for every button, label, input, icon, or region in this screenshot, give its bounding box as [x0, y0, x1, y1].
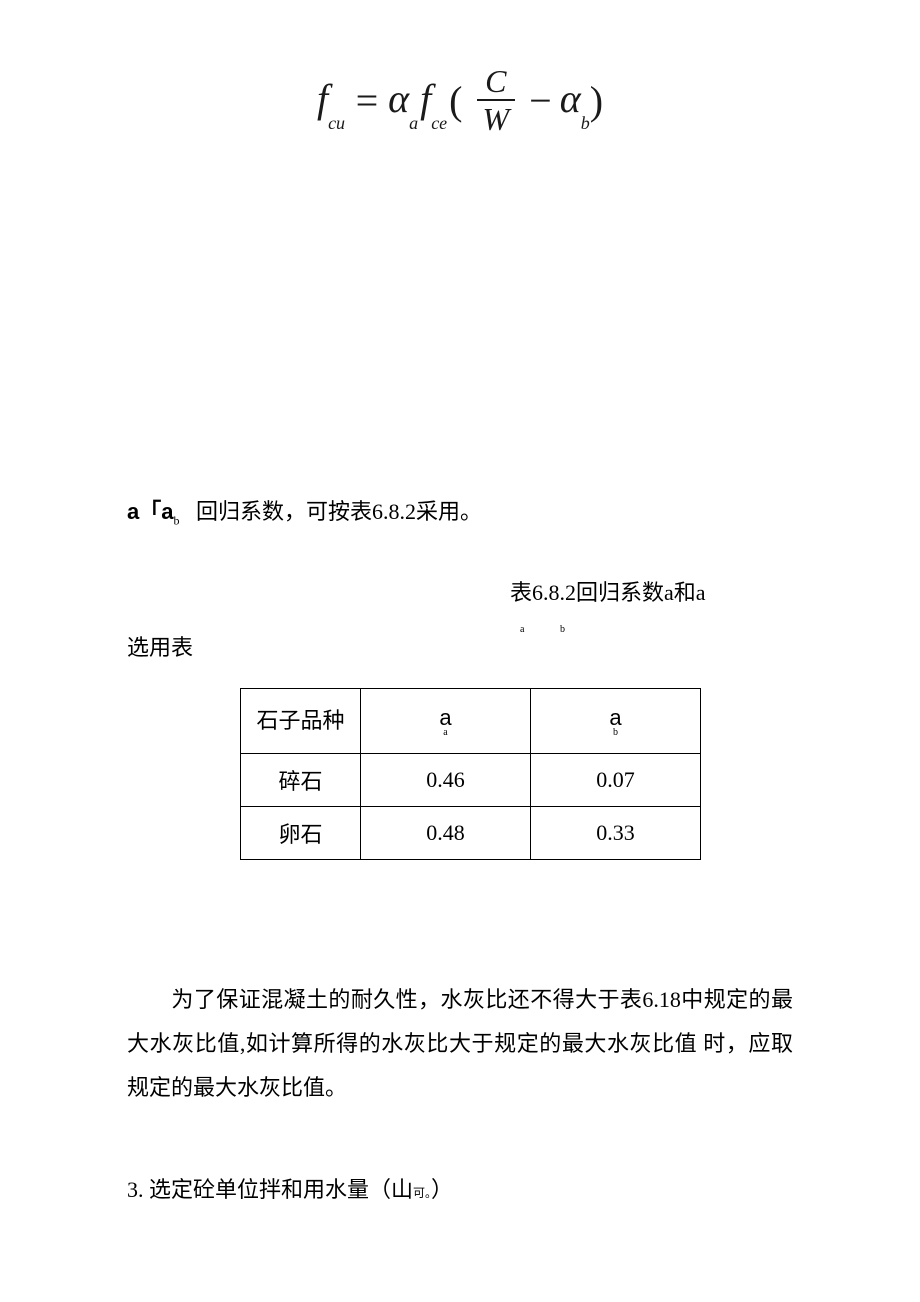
formula-minus: −: [529, 77, 552, 124]
formula-fraction: C W: [475, 65, 518, 135]
formula-lhs-f: fcu: [317, 75, 345, 126]
fraction-denominator: W: [475, 101, 518, 135]
table-header-row: 石子品种 a a a b: [241, 689, 701, 754]
formula-fce: fce: [420, 75, 447, 126]
cell-alpha-a: 0.46: [361, 754, 531, 807]
cell-alpha-a: 0.48: [361, 807, 531, 860]
cell-stone-type: 碎石: [241, 754, 361, 807]
regression-suffix: 回归系数，可按表6.8.2采用。: [179, 499, 482, 524]
caption-text: 表6.8.2回归系数a和a: [510, 580, 706, 605]
section-number: 3.: [127, 1177, 144, 1202]
regression-coefficient-note: a「ab 回归系数，可按表6.8.2采用。: [127, 495, 482, 529]
table-row: 卵石 0.48 0.33: [241, 807, 701, 860]
regression-prefix: a「a: [127, 499, 173, 524]
header-alpha-b: a b: [531, 689, 701, 754]
section-sub: 可。: [413, 1186, 431, 1200]
table-caption: 表6.8.2回归系数a和a a b: [510, 575, 706, 635]
section-end: ）: [431, 1177, 453, 1202]
section-3-heading: 3. 选定砼单位拌和用水量（山可。）: [127, 1172, 453, 1204]
cell-alpha-b: 0.33: [531, 807, 701, 860]
header-stone-type: 石子品种: [241, 689, 361, 754]
table-row: 碎石 0.46 0.07: [241, 754, 701, 807]
durability-paragraph: 为了保证混凝土的耐久性，水灰比还不得大于表6.18中规定的最大水灰比值,如计算所…: [127, 978, 793, 1110]
header-alpha-a: a a: [361, 689, 531, 754]
selection-table-label: 选用表: [127, 630, 193, 662]
cell-stone-type: 卵石: [241, 807, 361, 860]
formula-alpha-a: αa: [388, 75, 418, 126]
fraction-numerator: C: [477, 65, 514, 101]
formula-lparen: (: [449, 77, 462, 124]
cell-alpha-b: 0.07: [531, 754, 701, 807]
caption-sub-b: b: [560, 624, 565, 635]
section-text: 选定砼单位拌和用水量（山: [144, 1177, 414, 1202]
formula: fcu = αa fce ( C W − αb ): [0, 65, 920, 135]
caption-sub-a: a: [520, 624, 524, 635]
formula-alpha-b: αb: [560, 75, 590, 126]
coefficient-table: 石子品种 a a a b 碎石 0.46 0.07 卵石 0.48 0.33: [240, 688, 701, 860]
formula-rparen: ): [590, 77, 603, 124]
formula-eq: =: [353, 77, 380, 124]
